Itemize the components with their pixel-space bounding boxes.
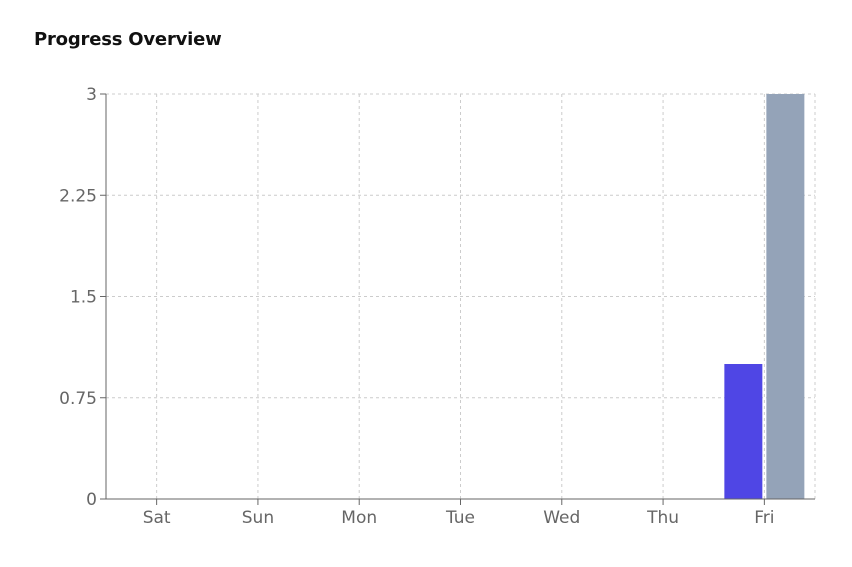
y-tick-label: 1.5 [70,288,97,308]
y-axis-ticks: 0 0.75 1.5 2.25 3 [59,85,106,510]
x-tick-label-fri: Fri [754,508,774,528]
bar-fri-series-1 [724,364,763,499]
grid-lines [106,93,816,500]
bars [724,94,805,499]
y-tick-label: 0 [86,490,97,510]
x-tick-label-sat: Sat [143,508,171,528]
x-axis-ticks: Sat Sun Mon Tue Wed Thu Fri [143,499,774,528]
x-tick-label-tue: Tue [445,508,475,528]
x-tick-label-mon: Mon [341,508,377,528]
bar-fri-series-2 [766,94,805,499]
y-tick-label: 3 [86,85,97,105]
x-tick-label-wed: Wed [543,508,580,528]
chart-title: Progress Overview [34,29,222,50]
y-tick-label: 0.75 [59,389,97,409]
y-tick-label: 2.25 [59,186,97,206]
x-tick-label-sun: Sun [242,508,274,528]
x-tick-label-thu: Thu [646,508,679,528]
